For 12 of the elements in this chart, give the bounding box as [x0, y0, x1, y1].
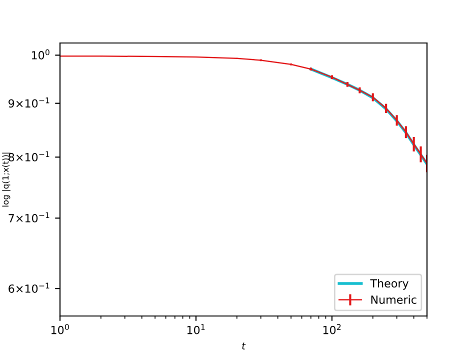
y-tick-label: 7×10$^{−1}$	[8, 212, 50, 222]
x-axis-title: t	[242, 342, 246, 350]
legend-label: Numeric	[371, 295, 416, 304]
y-tick-label: 8×10$^{−1}$	[8, 151, 50, 162]
y-tick-label: 9×10$^{−1}$	[8, 98, 50, 108]
legend-label: Theory	[370, 278, 408, 290]
y-axis-title: log |q(1;x(t))|	[2, 152, 10, 206]
y-tick-label: 10$^{0}$	[32, 49, 50, 60]
y-tick-label: 6×10$^{−1}$	[8, 282, 50, 293]
x-tick-label: 10$^{1}$	[187, 324, 205, 334]
x-tick-label: 10$^{2}$	[323, 324, 341, 334]
x-tick-label: 10$^{0}$	[51, 324, 69, 334]
